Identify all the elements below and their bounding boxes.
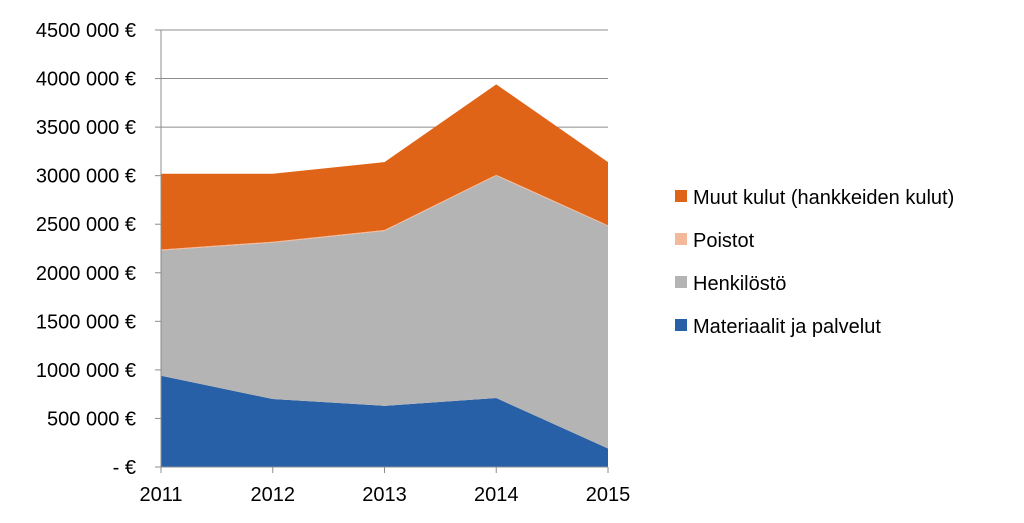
legend-swatch — [675, 190, 687, 202]
x-axis-ticks: 2011 2012 2013 2014 2015 — [139, 484, 630, 506]
area-series-3 — [161, 84, 608, 250]
legend: Muut kulut (hankkeiden kulut) Poistot Henk… — [675, 187, 954, 338]
y-tick-label: 2500 000 € — [36, 214, 136, 236]
y-tick-label: - € — [113, 457, 136, 479]
legend-label: Henkilöstö — [693, 273, 786, 295]
y-tick-label: 4000 000 € — [36, 69, 136, 91]
y-tick-label: 1500 000 € — [36, 311, 136, 333]
x-tick-label: 2011 — [139, 484, 182, 506]
x-tick-label: 2013 — [362, 484, 407, 506]
legend-swatch — [675, 233, 687, 245]
y-tick-label: 4500 000 € — [36, 20, 136, 42]
x-tick-label: 2015 — [586, 484, 631, 506]
x-tick-label: 2014 — [474, 484, 519, 506]
legend-swatch — [675, 319, 687, 331]
y-axis-ticks: - € 500 000 € 1000 000 € 1500 000 € 2000 000… — [36, 20, 136, 479]
legend-label: Muut kulut (hankkeiden kulut) — [693, 187, 954, 209]
y-tick-label: 2000 000 € — [36, 263, 136, 285]
axes — [155, 29, 609, 473]
y-tick-label: 3500 000 € — [36, 117, 136, 139]
x-tick-label: 2012 — [251, 484, 296, 506]
y-tick-label: 500 000 € — [47, 408, 136, 430]
area-series-1 — [161, 175, 608, 449]
legend-swatch — [675, 276, 687, 288]
area-series-0 — [161, 375, 608, 467]
y-tick-label: 3000 000 € — [36, 166, 136, 188]
legend-label: Materiaalit ja palvelut — [693, 316, 881, 338]
y-tick-label: 1000 000 € — [36, 360, 136, 382]
areas — [161, 84, 608, 467]
legend-label: Poistot — [693, 230, 755, 252]
